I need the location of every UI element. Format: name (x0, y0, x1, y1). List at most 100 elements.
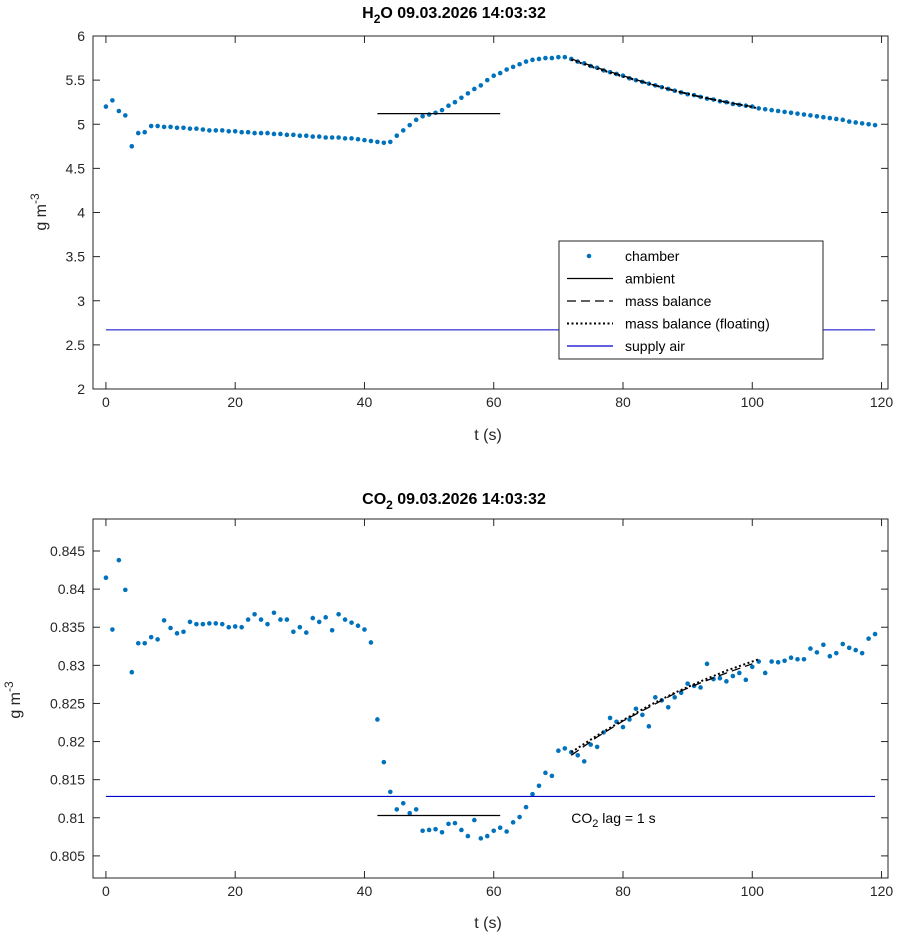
h2o-ytick-label: 4 (77, 205, 85, 221)
co2-chamber-point (400, 801, 406, 806)
co2-chamber-point (194, 621, 199, 627)
h2o-chamber-point (426, 112, 432, 117)
h2o-chamber-point (368, 138, 374, 144)
h2o-chamber-point (265, 130, 270, 136)
h2o-chamber-point (846, 119, 852, 124)
h2o-chamber-point (316, 134, 322, 139)
co2-chamber-point (310, 615, 316, 621)
co2-chamber-point (284, 617, 290, 622)
h2o-chamber-point (452, 99, 458, 105)
h2o-chamber-point (801, 112, 807, 117)
h2o-chamber-point (103, 104, 109, 109)
h2o-ytick-label: 2.5 (66, 337, 86, 353)
h2o-chamber-point (549, 55, 555, 61)
co2-chamber-point (174, 631, 180, 636)
co2-ytick-label: 0.81 (58, 810, 85, 826)
co2-chamber-point (814, 650, 820, 655)
co2-chamber-point (762, 670, 768, 676)
co2-chamber-point (737, 670, 742, 676)
h2o-chamber-point (155, 123, 160, 129)
co2-xtick-label: 40 (357, 883, 373, 899)
co2-ytick-label: 0.83 (58, 657, 85, 673)
legend-entry-label: supply air (625, 338, 685, 354)
h2o-chamber-point (271, 131, 277, 137)
h2o-ytick-label: 2 (77, 381, 85, 397)
co2-chamber-point (640, 712, 645, 718)
co2-chamber-point (872, 631, 878, 637)
h2o-chamber-point (284, 132, 290, 138)
h2o-chamber-point (394, 133, 400, 139)
h2o-chamber-point (388, 139, 393, 145)
h2o-chamber-point (497, 70, 503, 76)
h2o-chamber-point (782, 109, 787, 115)
co2-chamber-point (581, 759, 587, 764)
co2-chamber-point (303, 630, 309, 635)
co2-chamber-point (795, 656, 800, 662)
co2-chamber-point (342, 617, 348, 622)
co2-chamber-point (801, 656, 807, 662)
h2o-chamber-point (329, 135, 335, 140)
co2-chamber-point (646, 724, 652, 729)
co2-chamber-point (291, 629, 296, 635)
co2-chamber-point (484, 833, 490, 839)
h2o-ylabel: g m-3 (28, 193, 50, 231)
co2-chamber-point (349, 620, 354, 625)
h2o-chamber-point (775, 108, 781, 114)
h2o-xtick-label: 60 (486, 394, 502, 410)
co2-chamber-point (123, 587, 128, 593)
co2-chamber-point (543, 770, 548, 776)
co2-chamber-point (672, 695, 678, 700)
h2o-chamber-point (239, 129, 244, 135)
h2o-chamber-point (278, 131, 283, 137)
co2-chamber-point (252, 611, 257, 617)
co2-chamber-point (704, 661, 710, 667)
co2-chamber-point (129, 669, 135, 675)
co2-chamber-point (323, 615, 328, 620)
h2o-chamber-point (413, 117, 419, 123)
co2-xtick-label: 20 (227, 883, 243, 899)
co2-chamber-point (110, 627, 115, 632)
co2-chamber-point (155, 637, 160, 642)
co2-lag-annotation: CO2 lag = 1 s (571, 810, 655, 830)
co2-chamber-point (478, 836, 484, 841)
co2-ytick-label: 0.845 (50, 543, 85, 559)
h2o-xtick-label: 20 (227, 394, 243, 410)
co2-chart-title: CO2 09.03.2026 14:03:32 (362, 491, 546, 512)
h2o-xtick-label: 100 (741, 394, 765, 410)
co2-chamber-point (329, 627, 335, 633)
h2o-chamber-point (523, 59, 529, 64)
h2o-chamber-point (769, 107, 774, 113)
co2-chamber-point (226, 624, 232, 630)
h2o-chamber-point (194, 126, 199, 131)
h2o-chamber-point (853, 120, 858, 125)
co2-chamber-point (491, 828, 497, 834)
h2o-ytick-label: 6 (77, 28, 85, 44)
h2o-xtick-label: 40 (357, 394, 373, 410)
h2o-xlabel: t (s) (474, 427, 502, 444)
co2-chamber-point (439, 829, 445, 835)
h2o-chamber-point (129, 144, 135, 149)
h2o-chamber-point (556, 54, 561, 60)
h2o-chamber-point (510, 64, 516, 70)
h2o-chamber-point (135, 130, 141, 136)
h2o-chamber-point (795, 111, 800, 116)
h2o-chamber-point (814, 114, 820, 119)
h2o-xtick-label: 120 (870, 394, 894, 410)
h2o-chamber-point (123, 113, 128, 118)
co2-chamber-point (375, 717, 380, 722)
co2-chamber-point (135, 640, 141, 646)
co2-chamber-point (724, 679, 729, 684)
h2o-chamber-point (310, 134, 316, 139)
h2o-chart: H2O 09.03.2026 14:03:32 g m-3 t (s) 0 20 4… (28, 5, 893, 444)
co2-chamber-point (510, 820, 516, 825)
co2-chamber-point (497, 825, 503, 830)
h2o-chamber-point (148, 123, 154, 129)
h2o-chamber-point (788, 110, 794, 116)
co2-chamber-point (142, 640, 148, 646)
co2-chamber-point (653, 695, 658, 700)
co2-chamber-point (148, 634, 154, 640)
co2-chamber-point (103, 575, 109, 580)
co2-chamber-point (743, 677, 749, 683)
co2-chamber-point (465, 833, 471, 839)
co2-chamber-point (368, 640, 374, 645)
